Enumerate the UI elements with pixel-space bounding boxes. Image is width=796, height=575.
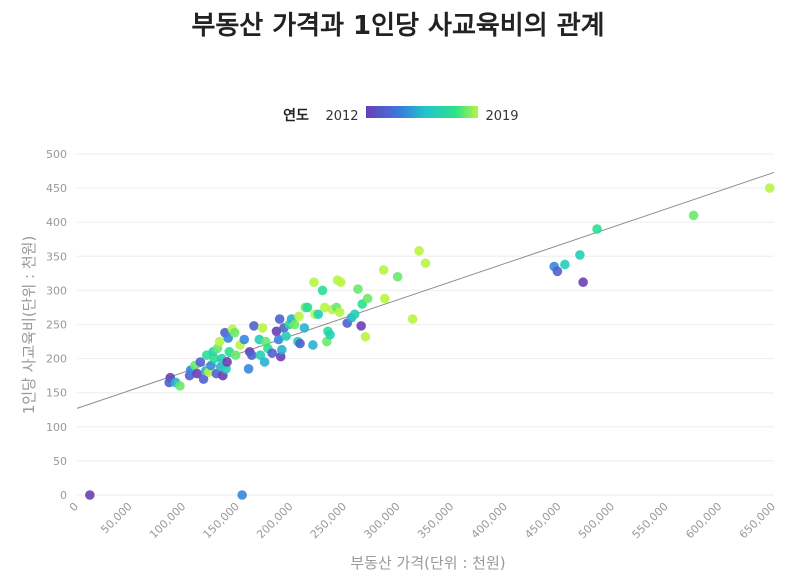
data-point [407,314,418,324]
chart-title: 부동산 가격과 1인당 사교육비의 관계 [191,11,604,41]
data-point [764,183,775,193]
x-tick-label: 550,000 [630,500,671,541]
x-tick-label: 400,000 [469,500,510,541]
data-point [349,309,360,320]
data-point [229,327,240,338]
data-point [214,336,225,347]
data-point [267,348,277,358]
data-point [85,490,95,500]
y-tick-label: 400 [46,216,67,229]
data-point [230,350,241,360]
y-tick-label: 50 [53,455,67,468]
data-point [578,277,588,288]
legend-min-label: 2012 [325,109,358,124]
data-point [378,265,389,275]
x-axis-title: 부동산 가격(단위 : 천원) [350,554,505,572]
x-tick-label: 200,000 [254,500,295,541]
legend-title: 연도 [283,108,309,124]
data-point [560,259,570,270]
data-points [85,183,775,500]
data-point [414,246,424,256]
x-tick-label: 0 [67,500,81,514]
data-point [281,331,291,341]
data-point [273,334,284,345]
y-axis-title: 1인당 사교육비(단위 : 천원) [20,236,38,415]
data-point [392,271,403,282]
data-point [257,323,268,333]
y-tick-label: 150 [46,387,67,400]
y-tick-label: 350 [46,250,67,263]
data-point [289,319,300,330]
data-point [362,293,373,304]
data-point [592,224,602,234]
data-point [239,334,250,345]
data-point [175,381,185,391]
data-point [249,321,259,331]
y-tick-label: 0 [60,489,67,502]
y-tick-label: 100 [46,421,67,434]
x-tick-label: 600,000 [683,500,724,541]
data-point [334,307,345,318]
x-tick-label: 100,000 [147,500,188,541]
y-tick-label: 200 [46,353,67,366]
data-point [319,302,330,313]
y-axis-ticks: 0 50 100 150 200 250 300 350 400 450 500 [46,148,67,502]
data-point [237,490,247,500]
x-tick-label: 50,000 [98,500,134,536]
data-point [246,350,257,360]
data-point [575,250,585,260]
data-point [299,323,310,333]
x-tick-label: 150,000 [201,500,242,541]
data-point [313,309,324,320]
data-point [295,338,305,349]
data-point [192,368,202,379]
data-point [688,210,699,221]
data-point [259,357,270,367]
gridlines [77,153,774,496]
data-point [277,344,287,355]
x-axis-ticks: 0 50,000 100,000 150,000 200,000 250,000 300,0… [67,500,778,541]
data-point [309,277,319,288]
data-point [271,326,282,337]
y-tick-label: 300 [46,284,67,297]
x-tick-label: 650,000 [737,500,778,541]
y-tick-label: 500 [46,148,67,161]
data-point [223,333,233,343]
data-point [379,293,390,304]
data-point [209,353,220,364]
data-point [420,258,431,268]
data-point [353,284,363,294]
data-point [255,350,266,360]
data-point [294,311,304,322]
data-point [360,331,371,342]
x-tick-label: 300,000 [361,500,402,541]
data-point [243,364,254,374]
data-point [317,285,328,296]
data-point [195,357,206,367]
data-point [274,314,285,324]
data-point [356,321,366,331]
data-point [198,374,209,384]
legend-max-label: 2019 [485,109,518,124]
x-tick-label: 350,000 [415,500,456,541]
data-point [302,302,313,313]
x-tick-label: 250,000 [308,500,349,541]
data-point [325,329,335,340]
x-tick-label: 450,000 [522,500,563,541]
x-tick-label: 500,000 [576,500,617,541]
y-tick-label: 250 [46,319,67,332]
y-tick-label: 450 [46,182,67,195]
data-point [335,277,346,288]
data-point [552,266,563,277]
data-point [308,340,318,350]
legend: 연도 2012 2019 [283,106,519,124]
data-point [222,357,232,367]
legend-color-bar [366,106,478,118]
